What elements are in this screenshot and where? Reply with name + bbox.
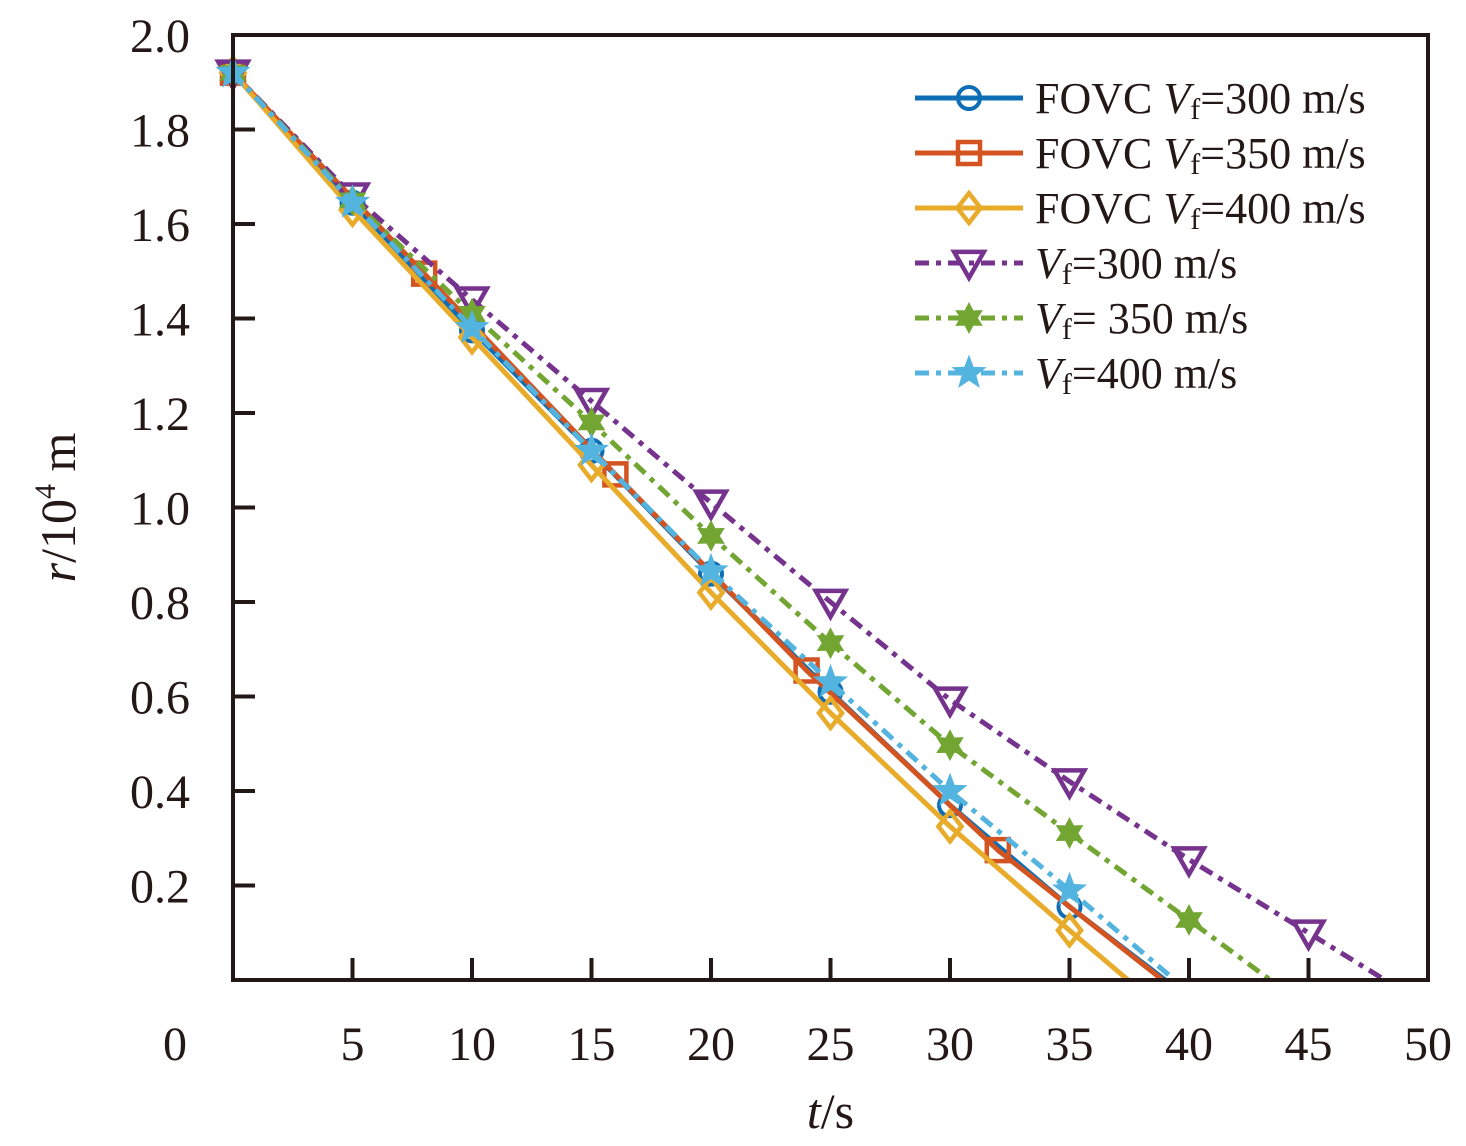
x-tick-label: 30 [926, 1018, 974, 1071]
legend-marker [954, 189, 984, 227]
legend-label: Vf=300 m/s [1035, 239, 1237, 291]
data-point [935, 807, 965, 845]
data-point [793, 657, 820, 684]
data-point [572, 387, 611, 421]
x-tick-label: 5 [341, 1018, 365, 1071]
data-point [693, 552, 729, 587]
x-tick-label: 15 [568, 1018, 616, 1071]
y-axis-title: r/104 m [29, 433, 86, 583]
x-axis-unit: /s [821, 1083, 854, 1139]
data-point [1175, 904, 1203, 936]
y-tick-label: 2.0 [130, 10, 190, 63]
legend-marker [950, 249, 988, 283]
legend-item: FOVC Vf=400 m/s [915, 184, 1366, 236]
legend-label: Vf= 350 m/s [1035, 294, 1248, 346]
x-tick-label: 50 [1404, 1018, 1452, 1071]
x-tick-label: 0 [163, 1018, 187, 1071]
data-point [816, 694, 845, 732]
data-point [932, 772, 968, 806]
legend-label: Vf=400 m/s [1035, 349, 1237, 401]
series-6 [215, 54, 1177, 982]
data-point [697, 519, 725, 552]
data-point [334, 184, 371, 218]
series-line [231, 71, 1177, 982]
legend-marker [956, 85, 982, 111]
legend-label: FOVC Vf=350 m/s [1035, 129, 1366, 181]
y-axis-var: r [30, 562, 86, 582]
data-point [573, 432, 610, 466]
series-line [231, 71, 1130, 982]
data-point [931, 686, 969, 720]
y-tick-label: 1.0 [130, 483, 190, 536]
legend-label: FOVC Vf=400 m/s [1035, 184, 1366, 236]
legend-marker [955, 139, 983, 167]
y-tick-label: 0.4 [130, 766, 190, 819]
data-point [984, 836, 1012, 864]
data-point [692, 489, 730, 523]
x-tick-label: 40 [1165, 1018, 1213, 1071]
y-tick-label: 1.2 [130, 388, 190, 441]
data-point [453, 286, 491, 319]
x-tick-label: 45 [1285, 1018, 1333, 1071]
y-tick-label: 0.2 [130, 861, 190, 914]
legend-item: FOVC Vf=350 m/s [915, 129, 1366, 181]
series-line [231, 71, 1387, 983]
data-point [1289, 919, 1328, 953]
data-point [1055, 911, 1084, 949]
legend-item: Vf=400 m/s [915, 349, 1237, 401]
y-tick-label: 1.4 [130, 294, 190, 347]
legend-item: Vf= 350 m/s [915, 294, 1248, 346]
data-point [936, 729, 964, 762]
data-point [1170, 846, 1208, 879]
x-tick-label: 35 [1046, 1018, 1094, 1071]
legend-item: Vf=300 m/s [915, 239, 1237, 291]
data-point [811, 588, 850, 622]
legend-item: FOVC Vf=300 m/s [915, 74, 1366, 126]
data-point [1050, 768, 1089, 801]
legend-marker [955, 302, 983, 334]
y-axis-unit-exp: 4 [29, 484, 62, 499]
y-tick-label: 0.6 [130, 672, 190, 725]
ticks-layer [233, 127, 1311, 980]
y-tick-label: 0.8 [130, 577, 190, 630]
y-axis-unit-suffix: m [30, 433, 86, 485]
x-tick-label: 20 [687, 1018, 735, 1071]
data-point [696, 574, 726, 612]
x-axis-title: t/s [807, 1083, 854, 1139]
y-tick-label: 1.6 [130, 199, 190, 252]
data-point [454, 309, 490, 343]
x-axis-var: t [807, 1083, 822, 1139]
data-point [812, 663, 849, 698]
legend-label: FOVC Vf=300 m/s [1035, 74, 1366, 126]
data-point [1051, 871, 1088, 906]
y-tick-label: 1.8 [130, 105, 190, 158]
x-tick-label: 25 [807, 1018, 855, 1071]
x-tick-label: 10 [448, 1018, 496, 1071]
data-point [1055, 817, 1084, 849]
tick-labels: 0 5 10 15 20 25 30 35 40 45 50 0.2 0.4 0.6 0.8 1.0 1.2 1.… [130, 10, 1452, 1071]
legend-marker [951, 354, 987, 388]
data-point [816, 627, 845, 660]
y-axis-unit-prefix: /10 [30, 499, 86, 563]
